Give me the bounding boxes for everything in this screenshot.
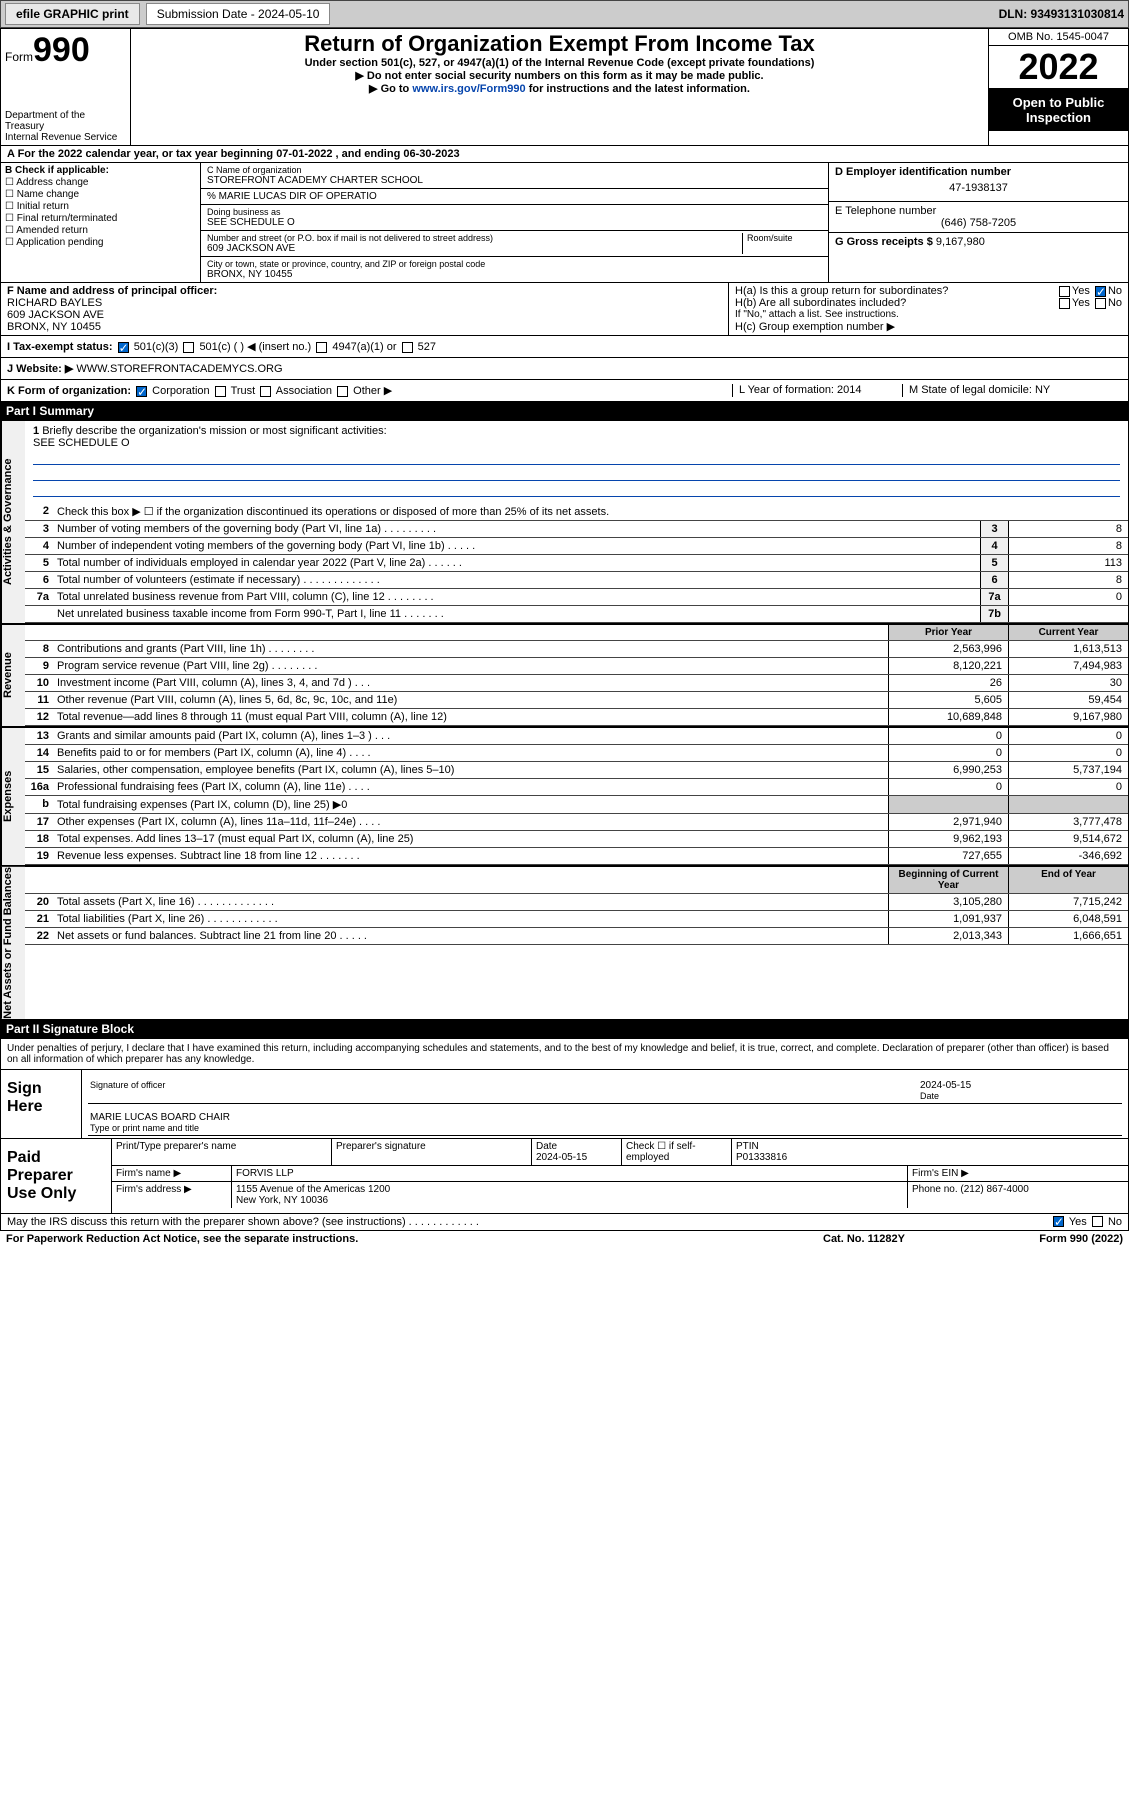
footer: For Paperwork Reduction Act Notice, see … xyxy=(0,1231,1129,1247)
efile-button[interactable]: efile GRAPHIC print xyxy=(5,3,140,25)
row-j: J Website: ▶ WWW.STOREFRONTACADEMYCS.ORG xyxy=(0,358,1129,380)
org-name: STOREFRONT ACADEMY CHARTER SCHOOL xyxy=(207,175,822,186)
fin-line: 18Total expenses. Add lines 13–17 (must … xyxy=(25,831,1128,848)
part2-header: Part II Signature Block xyxy=(0,1020,1129,1038)
sign-here: Sign Here Signature of officer2024-05-15… xyxy=(0,1070,1129,1139)
gov-line: 6Total number of volunteers (estimate if… xyxy=(25,572,1128,589)
row-a-tax-year: A For the 2022 calendar year, or tax yea… xyxy=(0,146,1129,163)
mission-value: SEE SCHEDULE O xyxy=(33,437,130,449)
dba: SEE SCHEDULE O xyxy=(207,217,822,228)
firm-name: FORVIS LLP xyxy=(232,1166,908,1181)
fin-line: 22Net assets or fund balances. Subtract … xyxy=(25,928,1128,945)
form-header: Form990 Department of the Treasury Inter… xyxy=(0,28,1129,146)
vtab-expenses: Expenses xyxy=(1,728,25,865)
street-address: 609 JACKSON AVE xyxy=(207,243,742,254)
paid-preparer: Paid Preparer Use Only Print/Type prepar… xyxy=(0,1139,1129,1214)
block-bc: B Check if applicable: ☐ Address change … xyxy=(0,163,1129,283)
fin-line: 8Contributions and grants (Part VIII, li… xyxy=(25,641,1128,658)
box-b: B Check if applicable: ☐ Address change … xyxy=(1,163,201,282)
block-fh: F Name and address of principal officer:… xyxy=(0,283,1129,336)
summary-revenue: Revenue Prior YearCurrent Year 8Contribu… xyxy=(0,624,1129,727)
fin-line: 13Grants and similar amounts paid (Part … xyxy=(25,728,1128,745)
ein: 47-1938137 xyxy=(835,178,1122,198)
gov-line: Net unrelated business taxable income fr… xyxy=(25,606,1128,623)
row-i: I Tax-exempt status: 501(c)(3) 501(c) ( … xyxy=(0,336,1129,358)
form-title: Return of Organization Exempt From Incom… xyxy=(137,31,982,57)
city-state-zip: BRONX, NY 10455 xyxy=(207,269,822,280)
dln-label: DLN: 93493131030814 xyxy=(999,7,1124,21)
gov-line: 3Number of voting members of the governi… xyxy=(25,521,1128,538)
fin-line: 9Program service revenue (Part VIII, lin… xyxy=(25,658,1128,675)
fin-line: 14Benefits paid to or for members (Part … xyxy=(25,745,1128,762)
gov-line: 5Total number of individuals employed in… xyxy=(25,555,1128,572)
fin-line: 20Total assets (Part X, line 16) . . . .… xyxy=(25,894,1128,911)
part1-header: Part I Summary xyxy=(0,402,1129,420)
year-formation: L Year of formation: 2014 xyxy=(732,384,902,397)
signature-declaration: Under penalties of perjury, I declare th… xyxy=(0,1038,1129,1070)
subtitle-3: ▶ Go to www.irs.gov/Form990 for instruct… xyxy=(137,82,982,95)
row-k: K Form of organization: Corporation Trus… xyxy=(0,380,1129,402)
discuss-row: May the IRS discuss this return with the… xyxy=(0,1214,1129,1231)
fin-line: 15Salaries, other compensation, employee… xyxy=(25,762,1128,779)
summary-netassets: Net Assets or Fund Balances Beginning of… xyxy=(0,866,1129,1020)
website: WWW.STOREFRONTACADEMYCS.ORG xyxy=(76,363,282,375)
gross-receipts: 9,167,980 xyxy=(936,236,985,248)
vtab-revenue: Revenue xyxy=(1,625,25,726)
fin-line: 11Other revenue (Part VIII, column (A), … xyxy=(25,692,1128,709)
submission-date: Submission Date - 2024-05-10 xyxy=(146,3,331,25)
summary-governance: Activities & Governance 1 Briefly descri… xyxy=(0,420,1129,624)
vtab-governance: Activities & Governance xyxy=(1,421,25,623)
irs-link[interactable]: www.irs.gov/Form990 xyxy=(412,83,525,95)
subtitle-1: Under section 501(c), 527, or 4947(a)(1)… xyxy=(137,57,982,69)
form-number: 990 xyxy=(33,31,90,69)
fin-line: 12Total revenue—add lines 8 through 11 (… xyxy=(25,709,1128,726)
irs-label: Internal Revenue Service xyxy=(5,132,126,143)
omb-number: OMB No. 1545-0047 xyxy=(989,29,1128,46)
fin-line: bTotal fundraising expenses (Part IX, co… xyxy=(25,796,1128,814)
fin-line: 16aProfessional fundraising fees (Part I… xyxy=(25,779,1128,796)
state-domicile: M State of legal domicile: NY xyxy=(902,384,1122,397)
summary-expenses: Expenses 13Grants and similar amounts pa… xyxy=(0,727,1129,866)
gov-line: 4Number of independent voting members of… xyxy=(25,538,1128,555)
top-toolbar: efile GRAPHIC print Submission Date - 20… xyxy=(0,0,1129,28)
fin-line: 17Other expenses (Part IX, column (A), l… xyxy=(25,814,1128,831)
gov-line: 2Check this box ▶ ☐ if the organization … xyxy=(25,503,1128,521)
subtitle-2: ▶ Do not enter social security numbers o… xyxy=(137,69,982,82)
gov-line: 7aTotal unrelated business revenue from … xyxy=(25,589,1128,606)
box-c: C Name of organizationSTOREFRONT ACADEMY… xyxy=(201,163,828,282)
dept-treasury: Department of the Treasury xyxy=(5,110,126,132)
vtab-netassets: Net Assets or Fund Balances xyxy=(1,867,25,1019)
firm-address: 1155 Avenue of the Americas 1200 New Yor… xyxy=(232,1182,908,1208)
officer-name: RICHARD BAYLES xyxy=(7,297,722,309)
fin-line: 19Revenue less expenses. Subtract line 1… xyxy=(25,848,1128,865)
fin-line: 21Total liabilities (Part X, line 26) . … xyxy=(25,911,1128,928)
signer-name: MARIE LUCAS BOARD CHAIR xyxy=(90,1112,230,1123)
tax-year: 2022 xyxy=(989,46,1128,89)
fin-line: 10Investment income (Part VIII, column (… xyxy=(25,675,1128,692)
open-inspection: Open to Public Inspection xyxy=(989,89,1128,131)
care-of: % MARIE LUCAS DIR OF OPERATIO xyxy=(201,189,828,205)
phone: (646) 758-7205 xyxy=(835,217,1122,229)
